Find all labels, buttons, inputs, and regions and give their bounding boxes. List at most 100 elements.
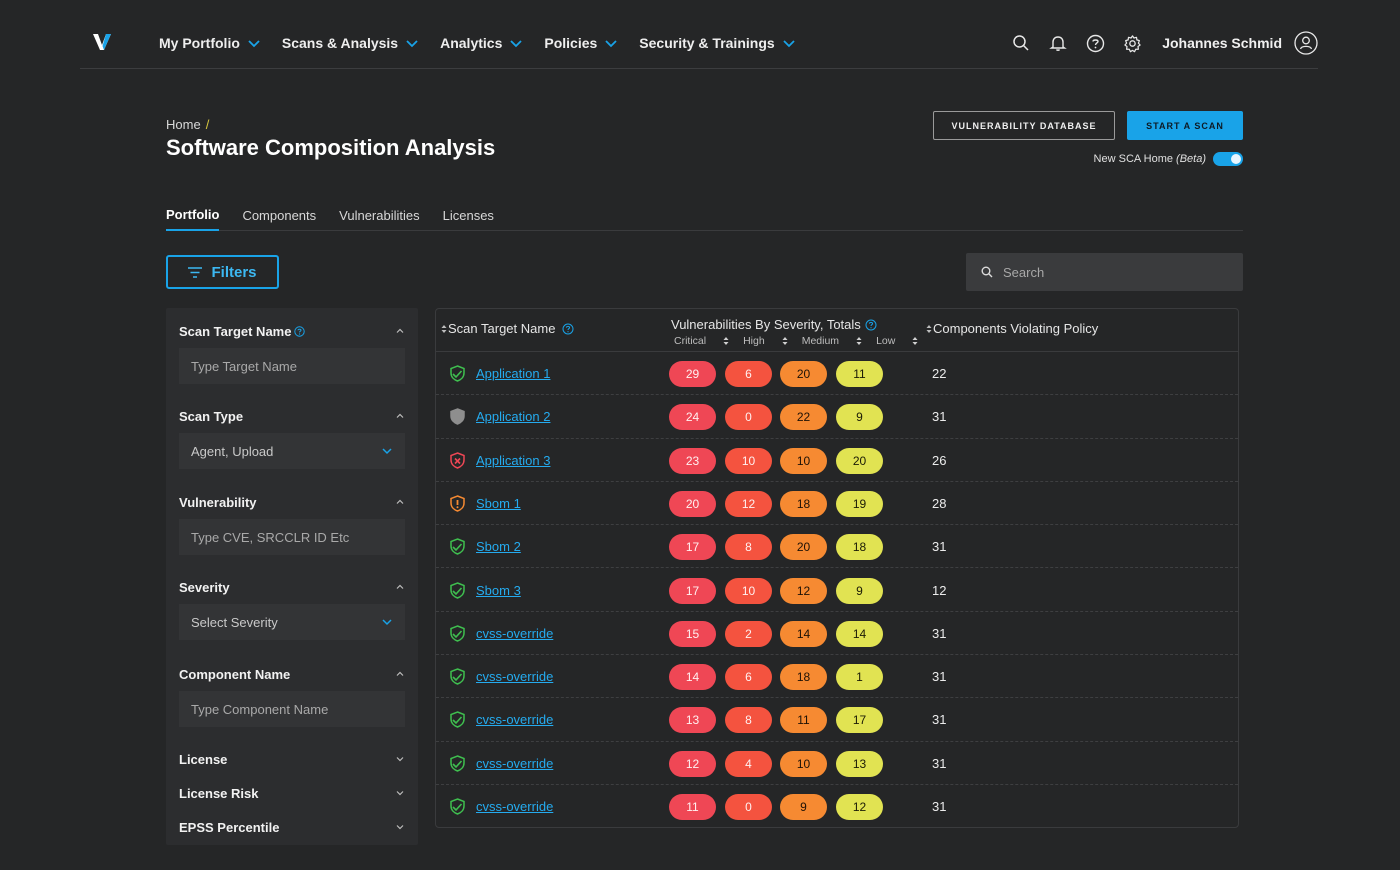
chevron-up-icon[interactable] [395,326,405,336]
tab-licenses[interactable]: Licenses [442,208,494,223]
low-count-badge[interactable]: 18 [836,534,883,561]
chevron-up-icon[interactable] [395,497,405,507]
component-name-input[interactable]: Type Component Name [179,691,405,727]
medium-count-badge[interactable]: 14 [780,620,827,647]
filter-header[interactable]: Vulnerability [179,493,405,511]
critical-count-badge[interactable]: 17 [669,577,716,604]
medium-count-badge[interactable]: 10 [780,750,827,777]
tab-vulnerabilities[interactable]: Vulnerabilities [339,208,420,223]
help-circle-icon[interactable] [562,323,574,335]
high-count-badge[interactable]: 10 [725,577,772,604]
user-avatar-icon[interactable] [1294,31,1318,55]
sort-low[interactable]: Low [876,335,918,347]
low-count-badge[interactable]: 1 [836,664,883,691]
veracode-logo-icon[interactable] [92,32,112,52]
medium-count-badge[interactable]: 20 [780,534,827,561]
medium-count-badge[interactable]: 20 [780,361,827,387]
medium-count-badge[interactable]: 11 [780,707,827,734]
critical-count-badge[interactable]: 13 [669,707,716,734]
low-count-badge[interactable]: 13 [836,750,883,777]
search-icon[interactable] [1010,32,1032,54]
filters-button[interactable]: Filters [166,255,279,289]
high-count-badge[interactable]: 12 [725,490,772,517]
chevron-up-icon[interactable] [395,411,405,421]
breadcrumb-home[interactable]: Home [166,117,201,132]
low-count-badge[interactable]: 9 [836,404,883,431]
scan-target-link[interactable]: Application 3 [476,452,551,468]
start-scan-button[interactable]: START A SCAN [1127,111,1243,140]
vulnerability-input[interactable]: Type CVE, SRCCLR ID Etc [179,519,405,555]
column-header-components[interactable]: Components Violating Policy [926,321,1098,336]
scan-target-link[interactable]: Sbom 2 [476,539,521,555]
critical-count-badge[interactable]: 23 [669,447,716,474]
scan-target-link[interactable]: cvss-override [476,799,554,814]
low-count-badge[interactable]: 12 [836,794,883,820]
critical-count-badge[interactable]: 12 [669,750,716,777]
new-sca-home-toggle[interactable] [1213,152,1243,166]
nav-scans-analysis[interactable]: Scans & Analysis [282,34,419,52]
scan-target-link[interactable]: cvss-override [476,712,554,728]
high-count-badge[interactable]: 10 [725,447,772,474]
filter-header[interactable]: Component Name [179,665,405,683]
scan-target-link[interactable]: cvss-override [476,625,554,641]
critical-count-badge[interactable]: 15 [669,620,716,647]
filter-header[interactable]: Scan Target Name [179,322,405,340]
scan-target-link[interactable]: Application 1 [476,366,551,381]
low-count-badge[interactable]: 11 [836,361,883,387]
help-circle-icon[interactable] [865,319,877,331]
filter-header[interactable]: Severity [179,578,405,596]
medium-count-badge[interactable]: 22 [780,404,827,431]
low-count-badge[interactable]: 20 [836,447,883,474]
filter-header[interactable]: License Risk [179,784,405,802]
high-count-badge[interactable]: 0 [725,794,772,820]
sort-medium[interactable]: Medium [802,335,862,347]
scan-target-link[interactable]: Application 2 [476,409,551,425]
nav-analytics[interactable]: Analytics [440,34,523,52]
user-name[interactable]: Johannes Schmid [1162,35,1282,51]
high-count-badge[interactable]: 6 [725,361,772,387]
sort-high[interactable]: High [743,335,788,347]
critical-count-badge[interactable]: 29 [669,361,716,387]
medium-count-badge[interactable]: 9 [780,794,827,820]
scan-target-link[interactable]: Sbom 1 [476,495,521,511]
scan-type-select[interactable]: Agent, Upload [179,433,405,469]
tab-components[interactable]: Components [242,208,317,223]
chevron-up-icon[interactable] [395,669,405,679]
scan-target-link[interactable]: cvss-override [476,755,554,771]
low-count-badge[interactable]: 9 [836,577,883,604]
chevron-down-icon[interactable] [395,788,405,798]
critical-count-badge[interactable]: 17 [669,534,716,561]
severity-select[interactable]: Select Severity [179,604,405,640]
critical-count-badge[interactable]: 11 [669,794,716,820]
gear-icon[interactable] [1121,32,1143,54]
critical-count-badge[interactable]: 14 [669,664,716,691]
column-header-scan-target[interactable]: Scan Target Name [441,321,574,336]
critical-count-badge[interactable]: 20 [669,490,716,517]
chevron-down-icon[interactable] [395,754,405,764]
nav-my-portfolio[interactable]: My Portfolio [159,34,261,52]
high-count-badge[interactable]: 4 [725,750,772,777]
help-icon[interactable] [1084,32,1106,54]
high-count-badge[interactable]: 8 [725,534,772,561]
critical-count-badge[interactable]: 24 [669,404,716,431]
low-count-badge[interactable]: 14 [836,620,883,647]
tab-portfolio[interactable]: Portfolio [166,200,220,231]
chevron-up-icon[interactable] [395,582,405,592]
high-count-badge[interactable]: 6 [725,664,772,691]
low-count-badge[interactable]: 19 [836,490,883,517]
high-count-badge[interactable]: 2 [725,620,772,647]
medium-count-badge[interactable]: 18 [780,664,827,691]
scan-target-link[interactable]: Sbom 3 [476,582,521,598]
filter-header[interactable]: License [179,750,405,768]
bell-icon[interactable] [1047,32,1069,54]
scan-target-link[interactable]: cvss-override [476,669,554,685]
low-count-badge[interactable]: 17 [836,707,883,734]
filter-header[interactable]: EPSS Percentile [179,818,405,836]
medium-count-badge[interactable]: 18 [780,490,827,517]
medium-count-badge[interactable]: 12 [780,577,827,604]
nav-security-trainings[interactable]: Security & Trainings [639,34,795,52]
medium-count-badge[interactable]: 10 [780,447,827,474]
sort-critical[interactable]: Critical [674,335,729,347]
help-circle-icon[interactable] [294,325,306,337]
chevron-down-icon[interactable] [395,822,405,832]
